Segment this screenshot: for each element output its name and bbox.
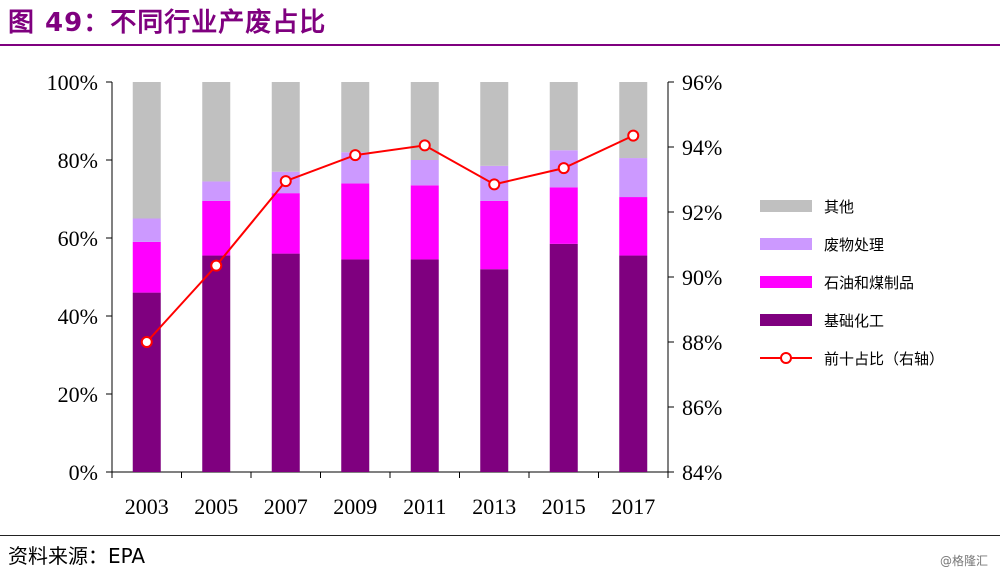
line-series-path bbox=[146, 134, 634, 343]
right-tick-label: 84% bbox=[682, 460, 722, 485]
left-tick-label: 0% bbox=[69, 460, 98, 485]
bar-segment bbox=[619, 158, 648, 198]
legend-line-marker bbox=[780, 352, 792, 364]
bar-segment bbox=[271, 82, 300, 172]
bar-segment bbox=[132, 218, 161, 242]
x-tick-label: 2013 bbox=[472, 494, 516, 519]
bar-segment bbox=[549, 187, 578, 244]
bar-segment bbox=[202, 255, 231, 472]
footer-divider bbox=[0, 535, 1000, 536]
bar-segment bbox=[549, 243, 578, 472]
right-tick-label: 86% bbox=[682, 395, 722, 420]
bar-segment bbox=[341, 183, 370, 260]
legend-label: 其他 bbox=[824, 198, 854, 216]
line-point bbox=[488, 178, 501, 191]
left-tick-label: 40% bbox=[58, 304, 98, 329]
watermark: @格隆汇 bbox=[939, 554, 988, 568]
x-tick-label: 2015 bbox=[542, 494, 586, 519]
bar-segment bbox=[480, 269, 509, 472]
bar-segment bbox=[271, 253, 300, 472]
line-point bbox=[140, 336, 153, 348]
bar-segment bbox=[132, 82, 161, 219]
bar-segment bbox=[480, 200, 509, 270]
bar-segment bbox=[619, 82, 648, 159]
bar-segment bbox=[480, 82, 509, 166]
line-point bbox=[627, 129, 640, 142]
bar-segment bbox=[341, 259, 370, 472]
right-tick-label: 94% bbox=[682, 135, 722, 160]
bar-segment bbox=[132, 241, 161, 293]
bar-segment bbox=[202, 200, 231, 256]
left-tick-label: 60% bbox=[58, 226, 98, 251]
line-point bbox=[210, 259, 223, 272]
left-tick-label: 20% bbox=[58, 382, 98, 407]
bar-segment bbox=[271, 193, 300, 254]
legend-swatch bbox=[760, 238, 812, 250]
x-tick-label: 2007 bbox=[264, 494, 308, 519]
bar-segment bbox=[410, 160, 439, 186]
bar-segment bbox=[619, 255, 648, 472]
bar-segment bbox=[202, 82, 231, 182]
stacked-bar-chart: 0% 20% 40% 60% 80% 100% 84% 86% 88% 90% 92% 94% 96% 2… bbox=[47, 70, 944, 519]
source-value: EPA bbox=[108, 544, 146, 568]
bar-segment bbox=[619, 197, 648, 256]
left-tick-label: 80% bbox=[58, 148, 98, 173]
right-tick-label: 96% bbox=[682, 70, 722, 95]
line-point bbox=[418, 139, 431, 152]
legend-swatch bbox=[760, 276, 812, 288]
bar-segment bbox=[549, 82, 578, 151]
x-tick-label: 2003 bbox=[125, 494, 169, 519]
legend-label: 前十占比（右轴） bbox=[824, 350, 944, 368]
right-tick-label: 90% bbox=[682, 265, 722, 290]
legend-swatch bbox=[760, 200, 812, 212]
right-tick-label: 88% bbox=[682, 330, 722, 355]
x-tick-label: 2017 bbox=[611, 494, 655, 519]
source-note: 资料来源：EPA bbox=[8, 540, 145, 569]
bar-segment bbox=[410, 259, 439, 472]
x-tick-label: 2011 bbox=[403, 494, 446, 519]
title-divider bbox=[0, 44, 1000, 46]
line-point bbox=[279, 175, 292, 188]
legend-label: 废物处理 bbox=[824, 236, 884, 254]
legend-swatch bbox=[760, 314, 812, 326]
bar-segment bbox=[341, 82, 370, 153]
right-tick-label: 92% bbox=[682, 200, 722, 225]
legend-label: 石油和煤制品 bbox=[824, 274, 914, 292]
bar-segment bbox=[202, 181, 231, 201]
line-point bbox=[557, 162, 570, 175]
left-tick-label: 100% bbox=[47, 70, 98, 95]
source-label: 资料来源： bbox=[8, 544, 108, 568]
page-title: 图 49：不同行业产废占比 bbox=[8, 8, 327, 38]
bar-segment bbox=[132, 292, 161, 472]
x-tick-label: 2005 bbox=[194, 494, 238, 519]
legend-label: 基础化工 bbox=[824, 312, 884, 330]
bar-segment bbox=[410, 185, 439, 260]
line-point bbox=[349, 149, 362, 162]
x-tick-label: 2009 bbox=[333, 494, 377, 519]
